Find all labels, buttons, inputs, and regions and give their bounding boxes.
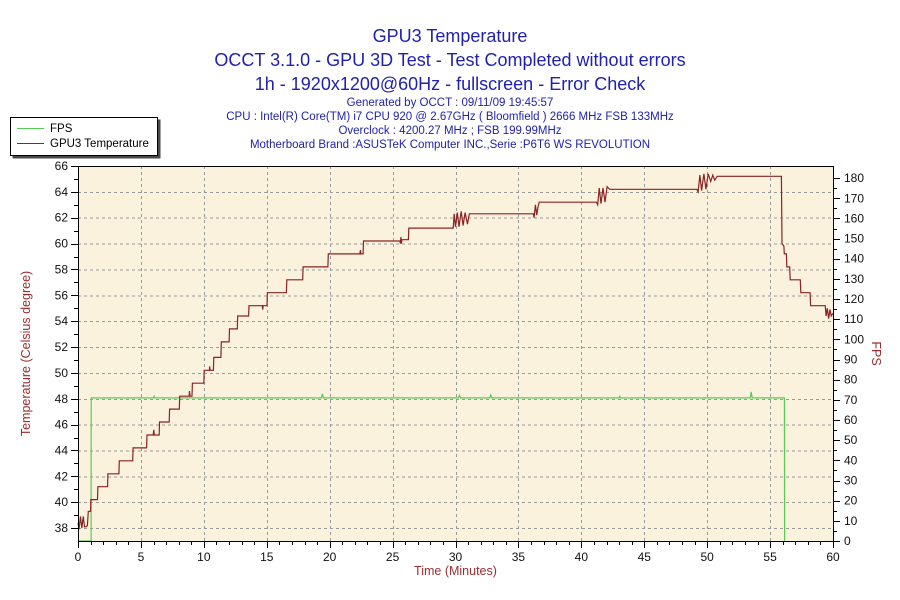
svg-text:5: 5 [138,550,145,564]
fps-series-line [78,391,786,542]
svg-text:40: 40 [55,495,69,509]
svg-text:15: 15 [260,550,274,564]
svg-text:44: 44 [55,443,69,457]
svg-text:140: 140 [844,252,864,266]
legend-label: FPS [50,122,73,135]
svg-text:10: 10 [844,514,858,528]
y-axis-left-label: Temperature (Celsius degree) [19,271,33,436]
chart-subtitle: OCCT 3.1.0 - GPU 3D Test - Test Complete… [214,50,686,70]
svg-text:50: 50 [55,366,69,380]
y-axis-right-label: FPS [869,341,883,365]
chart-settings-line: 1h - 1920x1200@60Hz - fullscreen - Error… [254,74,646,94]
svg-text:55: 55 [763,550,777,564]
svg-text:60: 60 [844,413,858,427]
svg-text:62: 62 [55,211,69,225]
svg-text:40: 40 [844,453,858,467]
svg-text:160: 160 [844,211,864,225]
svg-text:60: 60 [826,550,840,564]
svg-text:25: 25 [386,550,400,564]
svg-text:130: 130 [844,272,864,286]
x-axis-label: Time (Minutes) [414,564,497,578]
svg-text:170: 170 [844,191,864,205]
axis-tick-labels: 0 5 10 15 20 25 30 35 40 45 50 55 60 38 40 42 44 46 48 50 52… [55,159,865,564]
svg-text:46: 46 [55,418,69,432]
svg-text:56: 56 [55,288,69,302]
svg-text:30: 30 [844,474,858,488]
svg-text:60: 60 [55,237,69,251]
svg-text:48: 48 [55,392,69,406]
svg-text:70: 70 [844,393,858,407]
legend: FPS GPU3 Temperature [10,117,158,156]
svg-text:35: 35 [512,550,526,564]
svg-text:90: 90 [844,353,858,367]
svg-text:0: 0 [75,550,82,564]
legend-label: GPU3 Temperature [50,137,149,150]
axis-ticks [71,166,840,548]
svg-text:120: 120 [844,292,864,306]
svg-text:50: 50 [700,550,714,564]
legend-item: GPU3 Temperature [17,136,149,151]
svg-text:66: 66 [55,159,69,173]
svg-text:42: 42 [55,469,69,483]
svg-text:0: 0 [844,534,851,548]
svg-text:20: 20 [844,494,858,508]
chart-header: GPU3 Temperature OCCT 3.1.0 - GPU 3D Tes… [0,24,900,152]
svg-text:180: 180 [844,171,864,185]
legend-line-temperature [17,143,44,144]
cpu-line: CPU : Intel(R) Core(TM) i7 CPU 920 @ 2.6… [226,111,674,123]
svg-text:58: 58 [55,262,69,276]
svg-text:64: 64 [55,185,69,199]
svg-text:30: 30 [449,550,463,564]
generated-line: Generated by OCCT : 09/11/09 19:45:57 [346,97,554,109]
svg-text:110: 110 [844,312,863,326]
chart-title: GPU3 Temperature [372,26,528,46]
svg-text:80: 80 [844,373,858,387]
svg-text:38: 38 [55,521,69,535]
svg-text:10: 10 [197,550,211,564]
svg-text:52: 52 [55,340,69,354]
gridlines [78,166,833,541]
svg-text:54: 54 [55,314,69,328]
svg-text:20: 20 [323,550,337,564]
svg-text:40: 40 [575,550,589,564]
motherboard-line: Motherboard Brand :ASUSTeK Computer INC.… [249,139,651,151]
svg-text:150: 150 [844,232,864,246]
legend-item: FPS [17,121,149,136]
legend-line-fps [17,128,44,129]
temperature-series-line [77,173,834,530]
svg-text:100: 100 [844,332,864,346]
overclock-line: Overclock : 4200.27 MHz ; FSB 199.99MHz [338,125,562,137]
svg-text:50: 50 [844,433,858,447]
svg-text:45: 45 [638,550,652,564]
